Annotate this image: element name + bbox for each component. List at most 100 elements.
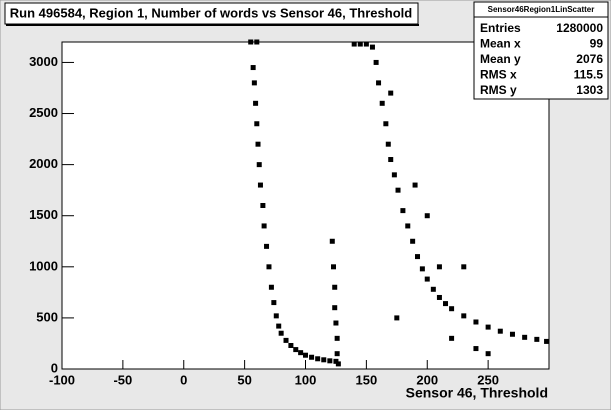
point: [449, 335, 455, 341]
point: [379, 100, 385, 106]
y-tick-label: 2000: [29, 156, 58, 171]
point: [254, 121, 260, 127]
point: [332, 305, 338, 311]
point: [522, 334, 528, 340]
point: [283, 337, 289, 343]
point: [278, 330, 284, 336]
point: [331, 264, 337, 270]
x-tick-label: -100: [49, 372, 75, 387]
point: [363, 41, 369, 47]
x-tick-label: -50: [113, 372, 132, 387]
title-shadow: [6, 24, 419, 26]
y-tick-label: 500: [36, 309, 58, 324]
point: [357, 41, 363, 47]
stats-label: Mean x: [480, 37, 521, 51]
point: [351, 41, 357, 47]
point: [268, 284, 274, 290]
point: [424, 276, 430, 282]
point: [410, 238, 416, 244]
point: [303, 352, 308, 358]
point: [461, 313, 467, 319]
point: [443, 301, 449, 307]
point: [509, 331, 515, 337]
stats-value: 115.5: [574, 68, 604, 82]
point: [415, 254, 421, 260]
point: [264, 243, 270, 249]
point: [385, 141, 391, 147]
point: [273, 313, 279, 319]
x-tick-label: 0: [180, 372, 187, 387]
chart-title: Run 496584, Region 1, Number of words vs…: [10, 5, 412, 20]
point: [419, 266, 425, 272]
point: [369, 44, 375, 50]
point: [388, 157, 394, 163]
point: [424, 213, 430, 219]
point: [430, 286, 436, 292]
stats-label: RMS x: [480, 68, 517, 82]
point: [461, 264, 467, 270]
point: [473, 346, 479, 352]
point: [266, 264, 272, 270]
point: [436, 294, 442, 300]
point: [255, 141, 261, 147]
frame: [61, 41, 550, 370]
point: [544, 338, 550, 344]
stats-label: RMS y: [480, 83, 517, 97]
point: [329, 238, 335, 244]
point: [333, 358, 339, 364]
point: [449, 306, 455, 312]
point: [395, 187, 401, 193]
x-tick-label: 50: [237, 372, 251, 387]
x-tick-label: 150: [356, 372, 378, 387]
point: [412, 182, 418, 188]
point: [250, 65, 256, 71]
stats-value: 1303: [576, 83, 603, 97]
y-tick-label: 0: [51, 360, 58, 375]
y-tick-label: 3000: [29, 54, 58, 69]
point: [257, 182, 263, 188]
point: [400, 208, 406, 214]
point: [497, 328, 503, 334]
point: [383, 121, 389, 127]
point: [334, 335, 340, 341]
point: [256, 162, 262, 168]
point: [298, 350, 304, 356]
stats-box: [473, 1, 609, 100]
point: [388, 90, 394, 96]
point: [261, 223, 267, 229]
point: [288, 342, 294, 348]
point: [321, 357, 327, 363]
point: [309, 354, 315, 360]
point: [254, 39, 260, 45]
point: [373, 59, 379, 65]
point: [248, 39, 254, 45]
point: [315, 356, 321, 362]
stats-label: Mean y: [480, 52, 521, 66]
point: [333, 320, 339, 326]
point: [534, 336, 540, 342]
stats-title: Sensor46Region1LinScatter: [488, 5, 595, 14]
stats-value: 99: [590, 37, 604, 51]
point: [485, 324, 491, 330]
point: [405, 223, 411, 229]
point: [253, 100, 259, 106]
stats-label: Entries: [480, 21, 521, 35]
point: [271, 300, 277, 306]
x-tick-label: 200: [416, 372, 438, 387]
point: [376, 80, 382, 86]
x-tick-label: 250: [477, 372, 499, 387]
point: [485, 351, 491, 357]
y-tick-label: 2500: [29, 105, 58, 120]
stats-value: 1280000: [556, 21, 603, 35]
y-tick-label: 1500: [29, 207, 58, 222]
point: [436, 264, 442, 270]
stats-value: 2076: [576, 52, 603, 66]
point: [334, 351, 340, 357]
point: [473, 319, 479, 325]
point: [332, 284, 338, 290]
point: [276, 323, 282, 329]
point: [335, 361, 341, 367]
point: [327, 358, 333, 364]
x-tick-label: 100: [295, 372, 317, 387]
point: [391, 172, 397, 178]
